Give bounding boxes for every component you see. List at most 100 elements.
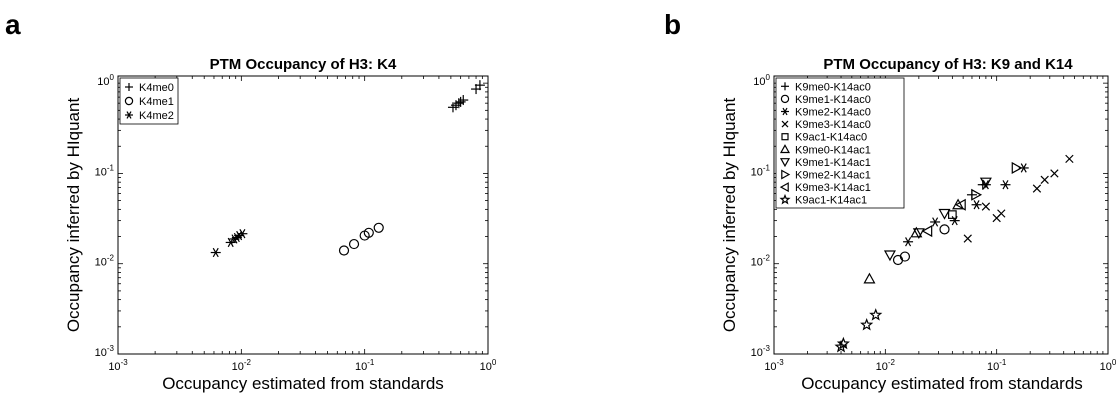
y-tick-label: 10-2	[95, 254, 115, 269]
data-point	[373, 222, 384, 233]
legend-item: K4me0	[125, 82, 174, 94]
legend-marker	[124, 96, 134, 106]
legend-marker	[781, 107, 789, 116]
data-point	[910, 226, 923, 238]
y-tick-label: 100	[753, 73, 770, 88]
legend-label: K9ac1-K14ac1	[795, 195, 867, 207]
y-tick-label: 10-2	[751, 254, 771, 269]
legend-label: K9me1-K14ac1	[795, 157, 871, 169]
data-point	[930, 217, 941, 227]
legend-item: K4me2	[125, 110, 174, 122]
legend-label: K9me0-K14ac1	[795, 144, 871, 156]
series-K9me2-K14ac0	[903, 163, 1029, 247]
y-tick-label: 10-3	[751, 344, 771, 359]
x-tick-label: 10-2	[232, 358, 252, 373]
series-K9ac1-K14ac0	[948, 210, 957, 219]
data-point	[338, 245, 350, 256]
legend-marker	[780, 94, 790, 104]
legend-item: K4me1	[124, 96, 174, 108]
data-point	[971, 200, 982, 210]
data-point	[836, 336, 850, 350]
legend-item: K9me1-K14ac0	[780, 94, 871, 106]
data-point	[860, 317, 874, 331]
legend-marker	[781, 82, 789, 91]
data-point	[1050, 169, 1059, 178]
data-point	[938, 208, 951, 220]
legend-item: K9ac1-K14ac1	[779, 193, 867, 207]
legend-item: K9me0-K14ac1	[779, 144, 871, 156]
legend-marker	[125, 111, 133, 119]
series-K9me3-K14ac0	[963, 154, 1074, 243]
panel-a-x-ticks: 10-3 10-2 10-1 100	[108, 76, 497, 373]
data-point	[997, 209, 1006, 218]
legend-item: K9ac1-K14ac0	[781, 132, 867, 144]
data-point	[912, 228, 925, 240]
legend-label: K9me0-K14ac0	[795, 81, 871, 93]
legend-item: K9me2-K14ac0	[781, 107, 871, 119]
series-K9me3-K14ac1	[921, 198, 966, 238]
data-point	[455, 96, 466, 107]
legend-item: K9me1-K14ac1	[779, 157, 871, 169]
data-point	[234, 230, 245, 241]
data-point	[210, 247, 221, 258]
panel-b-x-ticks: 10-3 10-2 10-1 100	[764, 76, 1117, 373]
data-point	[971, 188, 983, 201]
legend-marker	[779, 193, 791, 205]
legend-item: K9me0-K14ac0	[781, 81, 871, 93]
legend-item: K9me3-K14ac0	[781, 119, 871, 131]
y-tick-label: 10-3	[95, 344, 115, 359]
legend-label: K4me2	[139, 110, 174, 122]
data-point	[979, 177, 992, 189]
legend-marker	[779, 158, 791, 168]
panel-letter-a: a	[5, 9, 21, 40]
panel-a-legend: K4me0 K4me1 K4me2	[119, 77, 179, 125]
data-point	[883, 250, 896, 262]
data-point	[980, 180, 991, 190]
data-point	[474, 80, 485, 91]
legend-label: K4me0	[139, 82, 174, 94]
data-point	[1040, 175, 1049, 184]
data-point	[1011, 161, 1023, 174]
data-point	[921, 225, 933, 238]
data-point	[899, 251, 911, 262]
legend-marker	[781, 120, 789, 128]
data-point	[834, 339, 848, 353]
series-K9me0-K14ac1	[863, 198, 965, 284]
legend-marker	[125, 83, 133, 91]
data-point	[363, 227, 374, 238]
panel-letter-b: b	[664, 9, 681, 40]
data-point	[1000, 180, 1011, 190]
y-tick-label: 100	[97, 73, 114, 88]
data-point	[1032, 184, 1042, 193]
data-point	[1065, 154, 1074, 164]
panel-a-points	[210, 80, 485, 258]
data-point	[903, 237, 914, 247]
y-tick-label: 10-1	[751, 163, 771, 178]
data-point	[939, 224, 950, 235]
data-point	[963, 234, 972, 243]
data-point	[954, 198, 966, 211]
x-tick-label: 10-1	[355, 358, 375, 373]
data-point	[237, 229, 248, 239]
panel-b-title: PTM Occupancy of H3: K9 and K14	[823, 56, 1073, 73]
panel-a-x-label: Occupancy estimated from standards	[162, 374, 444, 393]
x-tick-label: 10-3	[764, 358, 784, 373]
panel-b-x-label: Occupancy estimated from standards	[801, 374, 1083, 393]
series-K9me1-K14ac0	[892, 224, 950, 266]
legend-marker	[781, 169, 791, 180]
panel-b-y-ticks: 10-3 10-2 10-1 100	[751, 73, 1108, 359]
legend-label: K9ac1-K14ac0	[795, 132, 867, 144]
legend-label: K9me2-K14ac0	[795, 107, 871, 119]
legend-marker	[779, 182, 789, 193]
y-tick-label: 10-1	[95, 163, 115, 178]
legend-marker	[779, 144, 791, 154]
x-tick-label: 100	[480, 358, 497, 373]
series-K4me2	[210, 229, 248, 258]
x-tick-label: 10-2	[876, 358, 896, 373]
legend-box	[119, 77, 179, 125]
legend-marker	[781, 133, 789, 141]
legend-item: K9me3-K14ac1	[779, 182, 871, 194]
legend-label: K9me3-K14ac1	[795, 182, 871, 194]
legend-box	[775, 77, 905, 209]
